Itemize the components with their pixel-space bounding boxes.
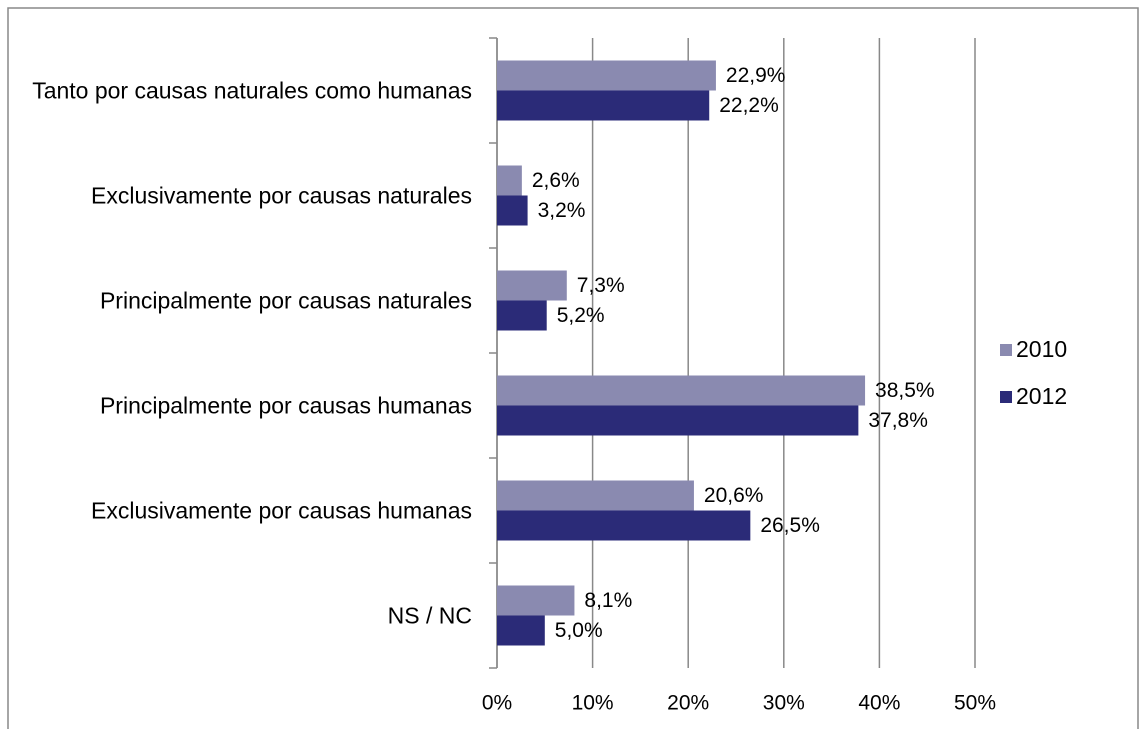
- chart-frame: [7, 7, 1139, 729]
- category-label: Principalmente por causas naturales: [99, 287, 472, 313]
- legend-label: 2010: [1016, 336, 1067, 362]
- x-tick-label: 0%: [482, 692, 512, 715]
- value-label: 22,2%: [719, 94, 779, 117]
- category-label: NS / NC: [387, 602, 472, 628]
- value-label: 7,3%: [577, 274, 625, 297]
- value-label: 38,5%: [875, 379, 935, 402]
- bar: [497, 90, 710, 121]
- bar: [497, 300, 547, 331]
- x-tick-label: 10%: [572, 692, 614, 715]
- bar: [497, 270, 567, 301]
- value-label: 3,2%: [538, 199, 586, 222]
- bar: [497, 615, 545, 646]
- value-label: 5,0%: [555, 619, 603, 642]
- bar: [497, 480, 694, 511]
- value-label: 26,5%: [760, 514, 820, 537]
- legend-swatch: [1000, 344, 1012, 356]
- value-label: 8,1%: [584, 589, 632, 612]
- x-tick-label: 40%: [858, 692, 900, 715]
- bar: [497, 60, 716, 91]
- category-label: Exclusivamente por causas naturales: [91, 182, 472, 208]
- category-label: Tanto por causas naturales como humanas: [32, 77, 472, 103]
- value-label: 22,9%: [726, 64, 786, 87]
- bar: [497, 405, 859, 436]
- bar: [497, 165, 522, 196]
- x-tick-label: 50%: [954, 692, 996, 715]
- category-label: Exclusivamente por causas humanas: [91, 497, 472, 523]
- bar: [497, 510, 751, 541]
- legend-swatch: [1000, 391, 1012, 403]
- x-tick-label: 20%: [667, 692, 709, 715]
- bar: [497, 585, 575, 616]
- legend-label: 2012: [1016, 383, 1067, 409]
- value-label: 20,6%: [704, 484, 764, 507]
- value-label: 2,6%: [532, 169, 580, 192]
- x-tick-label: 30%: [763, 692, 805, 715]
- value-label: 37,8%: [868, 409, 928, 432]
- category-label: Principalmente por causas humanas: [99, 392, 472, 418]
- value-label: 5,2%: [557, 304, 605, 327]
- bar: [497, 375, 866, 406]
- bar: [497, 195, 528, 226]
